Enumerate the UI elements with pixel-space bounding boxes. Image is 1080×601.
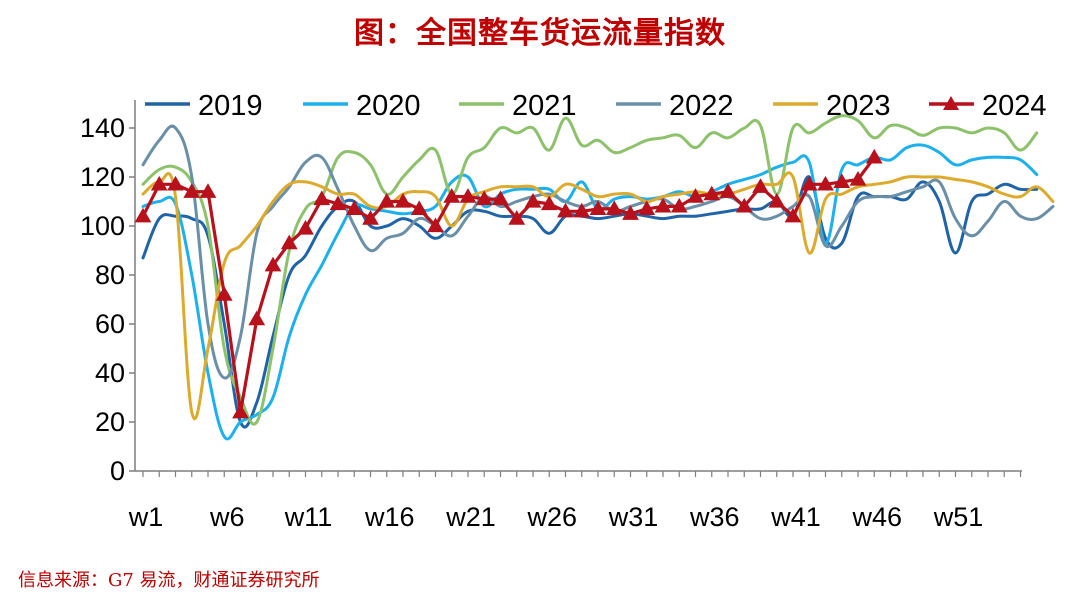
x-tick-label: w21 bbox=[445, 502, 496, 532]
data-point-2024 bbox=[297, 219, 314, 235]
data-point-2024 bbox=[280, 234, 298, 250]
data-point-2024 bbox=[605, 200, 623, 215]
x-tick-label: w41 bbox=[770, 502, 821, 532]
data-point-2024 bbox=[573, 202, 591, 218]
data-point-2024 bbox=[622, 205, 639, 220]
data-point-2024 bbox=[784, 207, 802, 223]
data-point-2024 bbox=[508, 210, 526, 225]
data-point-2024 bbox=[248, 310, 266, 326]
y-tick-label: 100 bbox=[80, 211, 125, 241]
data-point-2024 bbox=[719, 183, 737, 198]
legend-label-2021: 2021 bbox=[512, 90, 577, 122]
legend-label-2020: 2020 bbox=[356, 90, 421, 122]
x-tick-label: w46 bbox=[851, 502, 902, 532]
series-line-2022 bbox=[141, 124, 1055, 380]
data-point-2024 bbox=[703, 185, 721, 201]
data-point-2024 bbox=[410, 200, 428, 215]
y-tick-label: 140 bbox=[80, 113, 125, 143]
y-tick-label: 20 bbox=[95, 407, 125, 437]
data-point-2024 bbox=[849, 170, 867, 186]
legend-label-2023: 2023 bbox=[826, 90, 891, 122]
data-point-2024 bbox=[345, 200, 363, 215]
data-point-2024 bbox=[492, 190, 509, 206]
legend-label-2019: 2019 bbox=[198, 90, 263, 122]
data-point-2024 bbox=[817, 175, 834, 191]
y-tick-label: 80 bbox=[95, 260, 125, 290]
data-point-2024 bbox=[232, 403, 249, 419]
y-tick-label: 40 bbox=[95, 358, 125, 388]
data-point-2024 bbox=[540, 195, 558, 211]
legend-marker-2024 bbox=[943, 96, 959, 110]
x-tick-label: w36 bbox=[689, 502, 740, 532]
data-point-2024 bbox=[150, 175, 168, 191]
series-line-2024 bbox=[141, 155, 876, 414]
x-tick-label: w1 bbox=[128, 502, 164, 532]
chart-title: 图：全国整车货运流量指数 bbox=[354, 16, 726, 51]
y-tick-label: 60 bbox=[95, 309, 125, 339]
data-point-2024 bbox=[378, 192, 396, 208]
x-tick-label: w26 bbox=[526, 502, 577, 532]
data-point-2024 bbox=[427, 217, 444, 233]
data-point-2024 bbox=[362, 210, 379, 225]
x-tick-label: w31 bbox=[608, 502, 659, 532]
legend-label-2024: 2024 bbox=[982, 90, 1047, 122]
data-point-2024 bbox=[670, 197, 688, 213]
axes: 0 20 40 60 80 100 120 140 w1 w6 w11 w16 w21 w26 w31 w36… bbox=[80, 100, 1022, 532]
data-point-2024 bbox=[459, 188, 477, 203]
data-point-2024 bbox=[524, 192, 542, 208]
y-tick-label: 120 bbox=[80, 162, 125, 192]
legend: 2019 2020 2021 2022 2023 2024 bbox=[145, 90, 1047, 122]
data-point-2024 bbox=[183, 183, 201, 198]
series-line-2020 bbox=[141, 143, 1039, 441]
data-point-2024 bbox=[557, 202, 574, 218]
series-line-2023 bbox=[141, 171, 1055, 421]
data-point-2024 bbox=[687, 188, 704, 203]
x-tick-label: w51 bbox=[933, 502, 984, 532]
data-point-2024 bbox=[865, 148, 883, 164]
data-point-2024 bbox=[654, 197, 672, 213]
x-tick-label: w6 bbox=[209, 502, 245, 532]
series-layer bbox=[134, 114, 1055, 441]
data-point-2024 bbox=[735, 197, 753, 213]
data-point-2024 bbox=[833, 173, 851, 189]
legend-label-2022: 2022 bbox=[669, 90, 734, 122]
y-tick-label: 0 bbox=[110, 456, 125, 486]
x-tick-label: w16 bbox=[364, 502, 415, 532]
data-point-2024 bbox=[264, 256, 282, 272]
data-point-2024 bbox=[800, 175, 818, 191]
data-point-2024 bbox=[443, 188, 461, 203]
data-point-2024 bbox=[313, 190, 331, 206]
data-point-2024 bbox=[215, 286, 233, 301]
data-point-2024 bbox=[475, 190, 493, 206]
data-point-2024 bbox=[768, 192, 786, 208]
data-point-2024 bbox=[329, 195, 347, 211]
data-point-2024 bbox=[589, 200, 607, 215]
data-point-2024 bbox=[752, 178, 769, 193]
x-tick-label: w11 bbox=[284, 502, 333, 532]
data-point-2024 bbox=[638, 200, 656, 215]
source-note: 信息来源：G7 易流，财通证券研究所 bbox=[18, 570, 320, 591]
data-point-2024 bbox=[199, 183, 217, 198]
data-point-2024 bbox=[167, 175, 184, 191]
data-point-2024 bbox=[134, 207, 152, 223]
series-line-2021 bbox=[141, 114, 1039, 426]
data-point-2024 bbox=[394, 192, 412, 208]
